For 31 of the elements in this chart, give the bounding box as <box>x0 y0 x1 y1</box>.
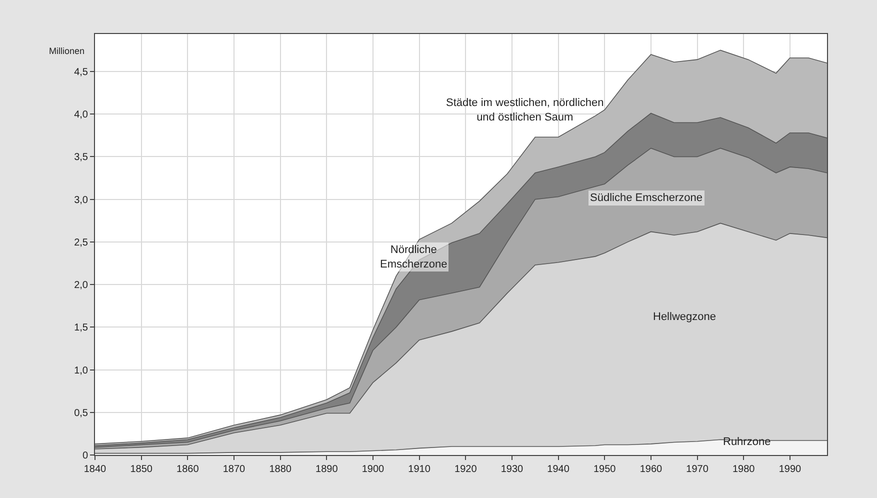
x-tick-label: 1970 <box>686 464 709 475</box>
y-axis-title: Millionen <box>49 46 85 56</box>
series-label: Südliche Emscherzone <box>590 192 703 204</box>
x-tick-label: 1840 <box>84 464 107 475</box>
x-tick-label: 1910 <box>408 464 431 475</box>
y-tick-label: 3,5 <box>74 152 88 164</box>
y-tick-label: 1,5 <box>74 322 88 334</box>
x-tick-label: 1930 <box>500 464 524 475</box>
x-tick-label: 1870 <box>222 464 246 475</box>
x-tick-label: 1860 <box>176 464 200 475</box>
y-tick-label: 0 <box>82 450 88 462</box>
series-label: Städte im westlichen, nördlichen und östlichen Saum <box>446 97 604 124</box>
y-tick-label: 4,5 <box>74 67 88 78</box>
y-tick-label: 2,5 <box>74 237 88 248</box>
x-tick-label: 1900 <box>362 464 385 475</box>
x-tick-label: 1940 <box>547 464 570 475</box>
y-tick-label: 0,5 <box>74 408 88 419</box>
y-tick-label: 4,0 <box>74 110 88 121</box>
x-tick-label: 1880 <box>269 464 292 475</box>
x-tick-label: 1950 <box>593 464 616 475</box>
y-tick-label: 1,0 <box>74 365 88 376</box>
x-tick-label: 1960 <box>640 464 663 475</box>
series-label: Hellwegzone <box>653 311 716 323</box>
x-tick-label: 1850 <box>130 464 153 475</box>
series-label: Nördliche Emscherzone <box>380 244 448 270</box>
y-tick-label: 2,0 <box>74 280 88 292</box>
x-tick-label: 1980 <box>732 464 756 475</box>
x-tick-label: 1920 <box>454 464 478 475</box>
x-tick-label: 1990 <box>778 464 802 475</box>
y-tick-label: 3,0 <box>74 194 88 206</box>
x-tick-label: 1890 <box>316 464 338 475</box>
